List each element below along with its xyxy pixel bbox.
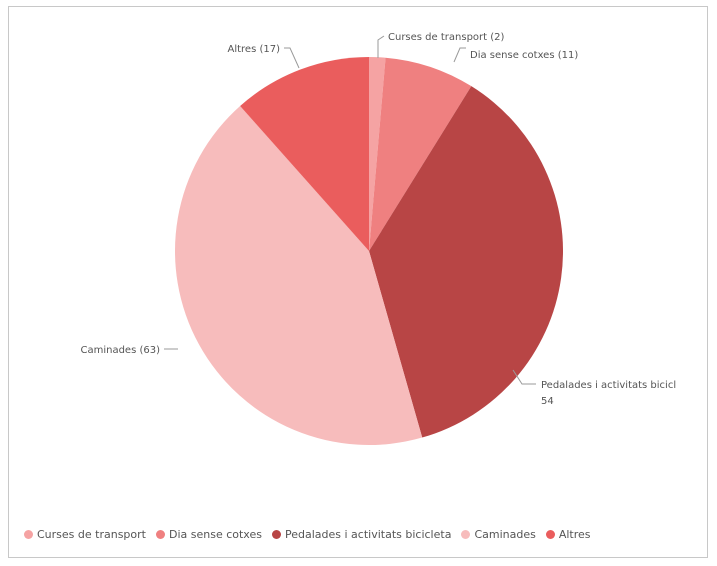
leader-line-2 bbox=[453, 47, 466, 63]
pie-slice-4[interactable] bbox=[175, 106, 423, 445]
legend-item-5[interactable]: Altres bbox=[545, 527, 591, 541]
data-label-5: Altres (17) bbox=[228, 44, 281, 55]
legend-item-3[interactable]: Pedalades i activitats bicicleta bbox=[271, 527, 452, 541]
legend-marker-5 bbox=[545, 529, 555, 539]
legend-marker-1 bbox=[24, 529, 33, 539]
legend-label-4: Caminades bbox=[474, 527, 536, 541]
data-label-1: Curses de transport (2) bbox=[388, 32, 505, 43]
pie-slices bbox=[175, 57, 563, 445]
legend-marker-2 bbox=[155, 529, 165, 539]
legend-item-2[interactable]: Dia sense cotxes bbox=[155, 527, 262, 541]
legend-item-4[interactable]: Caminades bbox=[461, 527, 536, 541]
legend-label-1: Curses de transport bbox=[37, 527, 146, 541]
data-label-3: Pedalades i activitats bicicl bbox=[541, 380, 676, 391]
data-label-3-value: 54 bbox=[541, 396, 554, 407]
leader-line-1 bbox=[377, 35, 385, 58]
pie-slice-2[interactable] bbox=[369, 57, 472, 252]
legend-item-1[interactable]: Curses de transport bbox=[24, 528, 146, 541]
pie-slice-5[interactable] bbox=[240, 57, 369, 251]
legend-label-3: Pedalades i activitats bicicleta bbox=[284, 527, 452, 541]
pie-slice-3[interactable] bbox=[369, 86, 563, 438]
data-labels: Curses de transport (2) Dia sense cotxes … bbox=[80, 32, 676, 407]
leader-line-3 bbox=[512, 369, 536, 385]
leader-line-5 bbox=[284, 47, 300, 69]
legend-label-2: Dia sense cotxes bbox=[168, 527, 262, 541]
data-label-2: Dia sense cotxes (11) bbox=[470, 50, 578, 61]
pie-slice-1[interactable] bbox=[369, 57, 386, 251]
legend-marker-4 bbox=[461, 529, 471, 539]
legend-marker-3 bbox=[271, 529, 281, 539]
legend: Curses de transport Dia sense cotxes Pedal… bbox=[24, 524, 708, 544]
leader-lines bbox=[164, 35, 536, 385]
legend-label-5: Altres bbox=[558, 527, 591, 541]
data-label-4: Caminades (63) bbox=[80, 345, 160, 356]
